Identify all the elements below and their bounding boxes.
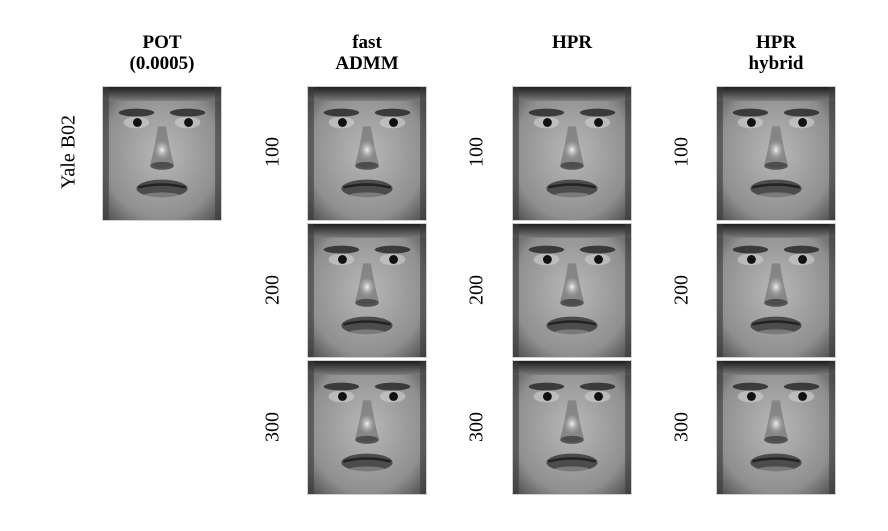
face-image-hpr-hybrid-300 bbox=[716, 360, 836, 495]
column-title-pot: POT (0.0005) bbox=[129, 32, 195, 74]
face-image-hpr-300 bbox=[512, 360, 632, 495]
face-image-hpr-100 bbox=[512, 86, 632, 221]
row-label-300: 300 bbox=[261, 412, 284, 442]
column-title-hpr-hybrid: HPR hybrid bbox=[748, 32, 804, 74]
face-image-fast-admm-300 bbox=[307, 360, 427, 495]
face-image-pot bbox=[102, 86, 222, 221]
face-image-fast-admm-200 bbox=[307, 223, 427, 358]
row-label-200: 200 bbox=[261, 275, 284, 305]
row-label-100: 100 bbox=[670, 137, 693, 167]
row-label-100: 100 bbox=[465, 137, 488, 167]
face-image-fast-admm-100 bbox=[307, 86, 427, 221]
face-image-hpr-200 bbox=[512, 223, 632, 358]
row-label-300: 300 bbox=[465, 412, 488, 442]
row-label-200: 200 bbox=[670, 275, 693, 305]
row-label-100: 100 bbox=[261, 137, 284, 167]
column-title-hpr: HPR bbox=[551, 32, 593, 53]
row-label-200: 200 bbox=[465, 275, 488, 305]
face-image-hpr-hybrid-100 bbox=[716, 86, 836, 221]
face-image-hpr-hybrid-200 bbox=[716, 223, 836, 358]
row-label-300: 300 bbox=[670, 412, 693, 442]
column-title-fast-admm: fast ADMM bbox=[335, 32, 399, 74]
dataset-label: Yale B02 bbox=[57, 114, 80, 190]
